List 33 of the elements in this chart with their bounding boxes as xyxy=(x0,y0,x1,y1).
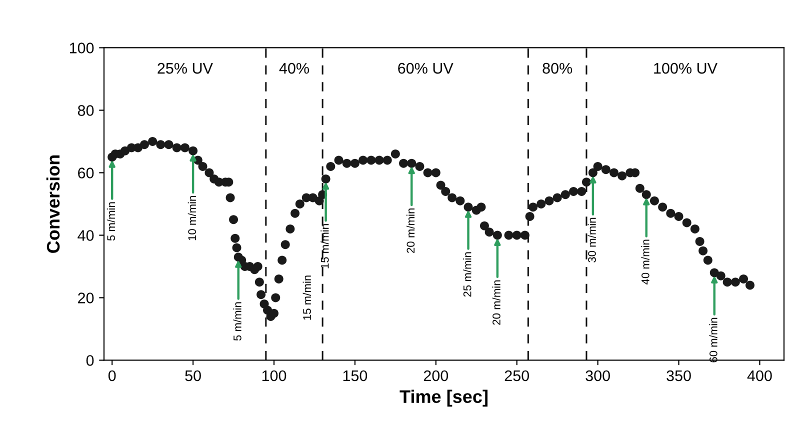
x-tick-label: 250 xyxy=(504,370,530,382)
x-tick-label: 100 xyxy=(262,370,286,382)
x-tick-label: 0 xyxy=(108,370,116,382)
y-tick-label: 0 xyxy=(86,355,94,366)
annotation: 30 m/min xyxy=(588,218,596,262)
annotation: 15 m/min xyxy=(320,224,329,268)
annotation: 25 m/min xyxy=(463,252,472,297)
annotation: 60% UV xyxy=(398,62,454,74)
annotation: 60 m/min xyxy=(709,318,718,362)
x-tick-label: 350 xyxy=(666,370,691,382)
annotation: 25% UV xyxy=(158,62,213,74)
y-axis-title: Conversion xyxy=(46,155,60,253)
annotation: 40% xyxy=(279,62,309,74)
annotation: 20 m/min xyxy=(406,208,415,253)
y-tick-label: 40 xyxy=(78,230,94,241)
annotation: 80% xyxy=(542,62,572,74)
annotation: 10 m/min xyxy=(188,196,196,240)
annotation: 5 m/min xyxy=(233,302,242,341)
y-tick-label: 80 xyxy=(78,105,94,116)
x-tick-label: 200 xyxy=(424,370,448,382)
x-tick-label: 50 xyxy=(185,370,201,382)
annotation: 100% UV xyxy=(654,62,718,74)
x-tick-label: 150 xyxy=(343,370,368,382)
annotation: 5 m/min xyxy=(106,202,116,241)
x-tick-label: 400 xyxy=(747,370,772,382)
x-axis-title: Time [sec] xyxy=(400,390,488,407)
annotation: 20 m/min xyxy=(492,280,500,325)
y-tick-label: 20 xyxy=(78,292,94,304)
annotation: 40 m/min xyxy=(641,240,650,284)
y-tick-label: 60 xyxy=(78,168,94,178)
x-tick-label: 300 xyxy=(586,370,610,382)
y-tick-label: 100 xyxy=(70,42,94,54)
annotation: 15 m/min xyxy=(302,276,311,320)
